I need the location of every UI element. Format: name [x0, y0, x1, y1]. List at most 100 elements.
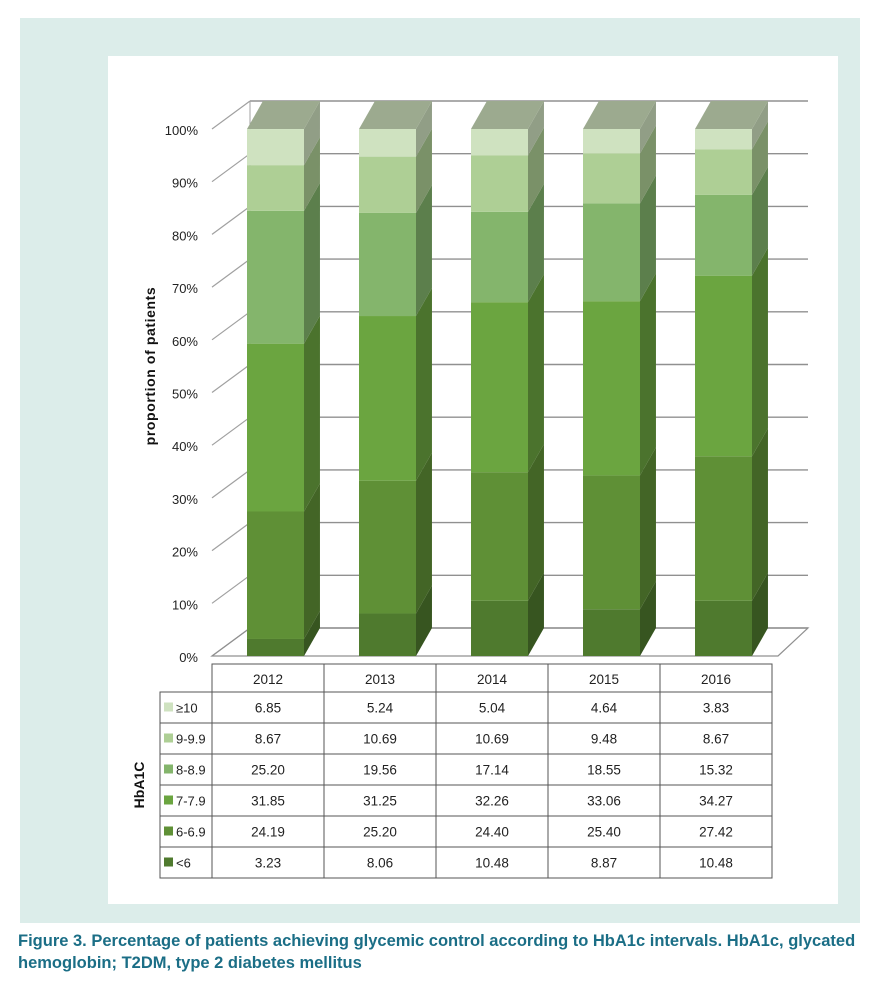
stacked-bar-chart: 0% 10% 20% 30% 40% 50% 60% 70% 80% 90% 100% proport…: [131, 100, 810, 879]
bar: [359, 316, 416, 481]
bar-top-cap: [471, 100, 544, 129]
legend-entry: 6-6.9: [176, 825, 206, 840]
bar-segment: [471, 572, 544, 656]
bar: [583, 609, 640, 656]
bar: [247, 343, 304, 512]
bar-segment-side: [640, 447, 656, 610]
data-table: 2012 2013 2014 2015 2016 ≥10 6.85 5.24 5.04 4.64 3…: [131, 663, 773, 879]
bar-segment: [359, 288, 432, 481]
bar-segment: [695, 247, 768, 457]
bar-segment: [695, 428, 768, 601]
data-label: 8.67: [703, 732, 729, 747]
bar: [471, 472, 528, 601]
bar: [359, 156, 416, 213]
bar-segment-side: [304, 483, 320, 639]
bar-segment: [247, 315, 320, 512]
data-label: 15.32: [699, 763, 733, 778]
figure-panel: 0% 10% 20% 30% 40% 50% 60% 70% 80% 90% 100% proport…: [20, 18, 860, 923]
data-label: 10.69: [475, 732, 509, 747]
data-label: 25.40: [587, 825, 621, 840]
x-category-label: 2015: [589, 672, 619, 687]
legend-entry: ≥10: [176, 701, 198, 716]
gridline-side: [211, 205, 251, 235]
data-label: 31.25: [363, 794, 397, 809]
bar-segment: [583, 581, 656, 656]
bar: [471, 600, 528, 656]
figure-caption: Figure 3. Percentage of patients achievi…: [18, 932, 856, 972]
legend-entry: <6: [176, 856, 191, 871]
data-label: 31.85: [251, 794, 285, 809]
bar-segment: [583, 447, 656, 610]
bar-segment: [359, 128, 432, 213]
bar-segment: [471, 274, 544, 473]
data-label: 5.04: [479, 701, 506, 716]
bar-segment-side: [528, 127, 544, 212]
data-label: 24.40: [475, 825, 509, 840]
bar-segment-side: [304, 315, 320, 512]
data-label: 3.83: [703, 701, 729, 716]
data-label: 27.42: [699, 825, 733, 840]
bar-segment-side: [752, 247, 768, 457]
data-label: 5.24: [367, 701, 394, 716]
bar: [359, 212, 416, 317]
bar: [359, 613, 416, 656]
bar: [247, 129, 304, 166]
bar-segment: [471, 100, 544, 156]
gridline-side: [211, 258, 251, 288]
y-tick-label: 60%: [172, 334, 198, 349]
gridline-side: [211, 574, 251, 604]
y-tick-label: 0%: [179, 650, 198, 665]
bar-top-cap: [583, 101, 656, 129]
bar-segment: [471, 127, 544, 212]
x-category-label: 2012: [253, 672, 283, 687]
x-category-label: 2014: [477, 672, 508, 687]
data-label: 33.06: [587, 794, 621, 809]
data-label: 8.06: [367, 856, 393, 871]
legend-entry: 9-9.9: [176, 732, 206, 747]
bar-segment: [471, 183, 544, 303]
bar: [247, 638, 304, 656]
bar-segment-side: [416, 101, 432, 157]
bar-segment-side: [752, 121, 768, 195]
bar-segment-side: [640, 125, 656, 204]
data-label: 18.55: [587, 763, 621, 778]
bar-segment-side: [416, 184, 432, 317]
bar-segment: [359, 184, 432, 317]
bar-segment-side: [752, 428, 768, 601]
legend-entry: 8-8.9: [176, 763, 206, 778]
bar-segment: [583, 273, 656, 476]
bar-segment-side: [528, 100, 544, 156]
bar-top-cap: [359, 101, 432, 129]
gridline-side: [211, 153, 251, 183]
bar: [471, 302, 528, 473]
bar-segment-side: [528, 183, 544, 303]
bar: [695, 149, 752, 195]
bar-segment-side: [640, 273, 656, 476]
bar-segment-side: [304, 610, 320, 656]
legend-swatch: [164, 795, 173, 805]
gridline-side: [211, 311, 251, 341]
bar: [359, 129, 416, 157]
bar-segment: [247, 101, 320, 166]
data-label: 19.56: [363, 763, 397, 778]
data-label: 25.20: [363, 825, 397, 840]
gridline-side: [211, 416, 251, 446]
bar-segment: [695, 166, 768, 276]
data-label: 8.87: [591, 856, 617, 871]
bar-segment: [695, 572, 768, 656]
bar: [583, 301, 640, 476]
gridline-side: [211, 522, 251, 552]
bar-segment: [471, 444, 544, 601]
bar-segment-side: [304, 101, 320, 166]
bar-segment: [359, 452, 432, 614]
bar-segment-side: [640, 581, 656, 656]
bar-segment-side: [752, 166, 768, 276]
bar-segment: [359, 101, 432, 157]
legend-swatch: [164, 764, 173, 774]
bar: [471, 155, 528, 212]
x-category-label: 2013: [365, 672, 395, 687]
bar: [583, 153, 640, 204]
bars: [247, 100, 768, 656]
data-label: 9.48: [591, 732, 617, 747]
legend-swatch: [164, 733, 173, 743]
